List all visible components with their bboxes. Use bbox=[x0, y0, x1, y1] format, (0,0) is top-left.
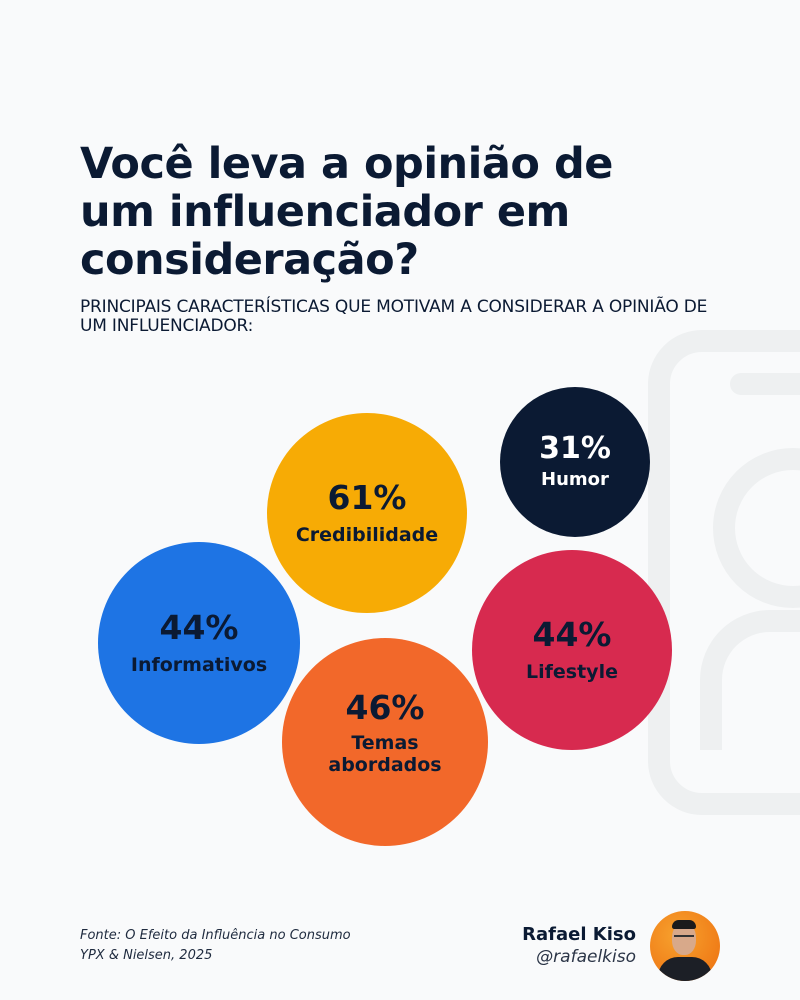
bubble-informativos: 44% Informativos bbox=[98, 542, 300, 744]
avatar bbox=[650, 911, 720, 981]
bubble-lifestyle: 44% Lifestyle bbox=[472, 550, 672, 750]
avatar-glasses-icon bbox=[674, 935, 694, 941]
author-block: Rafael Kiso @rafaelkiso bbox=[522, 924, 636, 968]
author-name: Rafael Kiso bbox=[522, 924, 636, 945]
source-citation: Fonte: O Efeito da Influência no Consumo… bbox=[80, 926, 351, 966]
bubble-label: Informativos bbox=[130, 654, 268, 676]
bubble-label: Credibilidade bbox=[295, 524, 439, 546]
bubble-label: Lifestyle bbox=[526, 661, 618, 683]
bubble-value: 46% bbox=[345, 688, 425, 727]
avatar-hair bbox=[672, 920, 696, 929]
chart-subtitle: PRINCIPAIS CARACTERÍSTICAS QUE MOTIVAM A… bbox=[80, 297, 708, 336]
avatar-body bbox=[658, 957, 712, 981]
source-line-2: YPX & Nielsen, 2025 bbox=[80, 948, 213, 963]
page-title: Você leva a opinião de um influenciador … bbox=[80, 139, 613, 285]
bubble-value: 31% bbox=[539, 431, 611, 466]
source-line-1: Fonte: O Efeito da Influência no Consumo bbox=[80, 928, 351, 943]
background-watermark-line bbox=[730, 373, 800, 395]
bubble-temas-abordados: 46% Temas abordados bbox=[282, 638, 488, 846]
author-handle: @rafaelkiso bbox=[536, 947, 636, 967]
bubble-humor: 31% Humor bbox=[500, 387, 650, 537]
bubble-label: Temas abordados bbox=[328, 732, 442, 776]
bubble-credibilidade: 61% Credibilidade bbox=[267, 413, 467, 613]
bubble-value: 44% bbox=[532, 615, 612, 654]
bubble-label: Humor bbox=[541, 469, 609, 490]
bubble-value: 61% bbox=[327, 478, 407, 517]
bubble-value: 44% bbox=[159, 608, 239, 647]
